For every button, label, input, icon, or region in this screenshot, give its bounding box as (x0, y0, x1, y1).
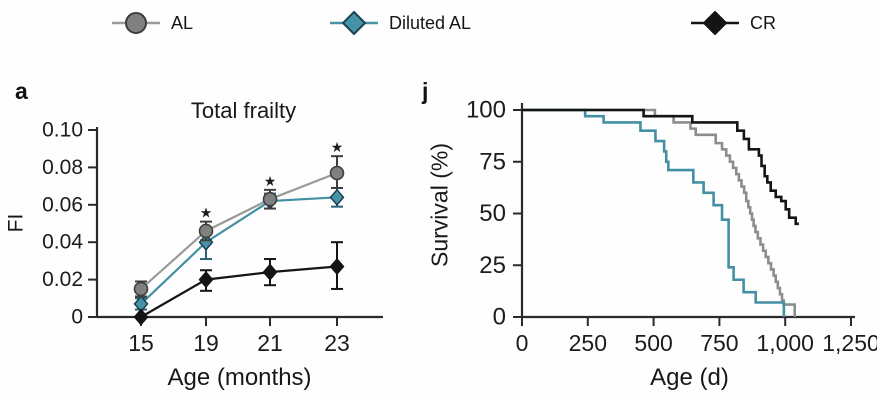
x-tick-label: 750 (700, 330, 738, 356)
y-tick-label: 100 (466, 97, 506, 124)
cr-diamond-marker-icon (691, 11, 739, 35)
frailty-line-chart: 0 0.02 0.04 0.06 0.08 0.10 15 19 21 23 ★ ★ ★ (42, 119, 383, 356)
y-tick-label: 0.06 (42, 193, 83, 216)
data-point-diamond (133, 308, 149, 326)
y-tick-label: 50 (479, 200, 506, 227)
frailty-series-cr (133, 241, 345, 326)
x-tick-label: 23 (324, 330, 350, 356)
series-line (140, 171, 338, 290)
significance-star: ★ (264, 173, 277, 189)
series-line (140, 265, 338, 318)
data-point-diamond (329, 188, 345, 206)
legend-item-al: AL (110, 11, 193, 35)
x-tick-label: 1,000 (756, 330, 814, 356)
data-point-diamond (262, 263, 278, 281)
frailty-chart-title: Total frailty (190, 98, 297, 123)
y-tick-label: 75 (479, 148, 506, 175)
diluted-al-diamond-marker-icon (330, 11, 378, 35)
x-tick-label: 500 (634, 330, 672, 356)
legend-label-cr: CR (750, 13, 776, 33)
data-point-circle (133, 281, 149, 297)
x-tick-label: 1,250 (822, 330, 877, 356)
survival-x-axis-label: Age (d) (650, 364, 729, 391)
legend-marker-circle (125, 12, 147, 34)
x-tick-label: 15 (128, 330, 154, 356)
legend-label-al: AL (171, 13, 194, 33)
significance-star: ★ (331, 139, 344, 155)
frailty-x-axis-label: Age (months) (167, 364, 312, 391)
panel-letter-a: a (15, 78, 28, 104)
series-line (140, 196, 338, 305)
data-point-circle (329, 165, 345, 181)
survival-step-chart: 0 25 50 75 100 0 250 500 750 1,000 1,250 (466, 97, 877, 357)
data-point-circle (262, 191, 278, 207)
panel-letter-j: j (422, 78, 429, 104)
y-tick-label: 0.08 (42, 156, 83, 179)
survival-curve-cr (522, 108, 799, 226)
legend-label-diluted-al: Diluted AL (389, 13, 472, 33)
legend-marker-diamond (702, 11, 728, 35)
y-tick-label: 25 (479, 252, 506, 279)
legend-item-cr: CR (689, 11, 776, 35)
legend-marker-diamond (341, 11, 367, 35)
frailty-series-diluted-al (133, 186, 345, 313)
y-tick-label: 0.04 (42, 231, 83, 254)
y-tick-label: 0 (493, 304, 506, 331)
survival-curve-al (522, 108, 796, 317)
y-tick-label: 0 (71, 306, 83, 329)
x-tick-label: 0 (516, 330, 529, 356)
data-point-circle (198, 223, 214, 239)
legend-item-diluted-al: Diluted AL (328, 11, 471, 35)
x-tick-label: 250 (569, 330, 607, 356)
data-point-diamond (329, 257, 345, 276)
data-point-diamond (198, 271, 214, 289)
significance-star: ★ (200, 205, 213, 221)
y-tick-label: 0.02 (42, 268, 83, 291)
x-tick-label: 21 (257, 330, 283, 356)
frailty-series-al (133, 155, 345, 298)
x-tick-label: 19 (193, 330, 219, 356)
y-tick-label: 0.10 (42, 119, 83, 142)
al-circle-marker-icon (112, 12, 160, 34)
survival-curve-diluted-al (522, 108, 786, 317)
